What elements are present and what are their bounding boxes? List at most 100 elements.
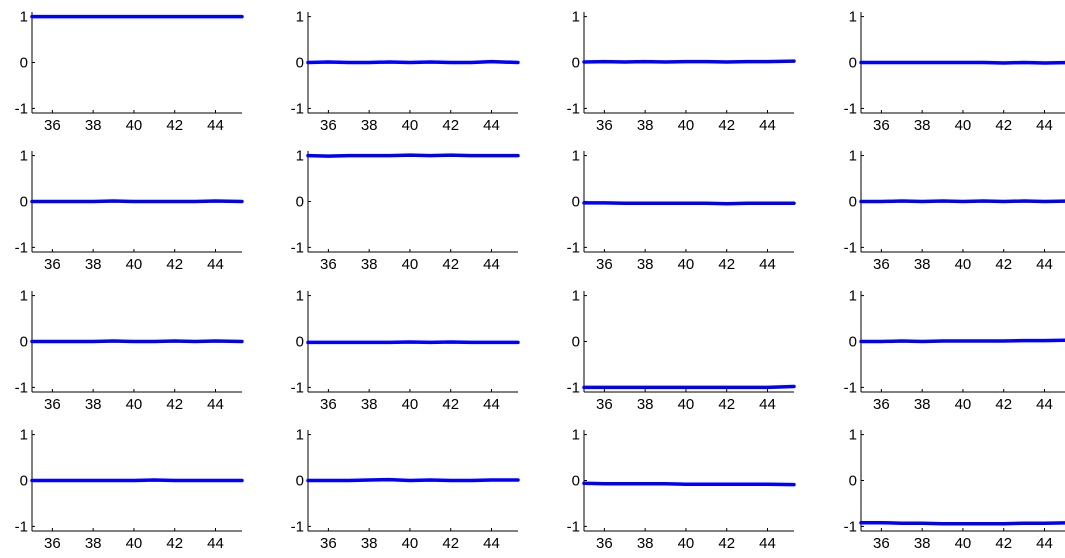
x-tick-label: 42 bbox=[718, 535, 735, 552]
x-tick-label: 38 bbox=[85, 396, 102, 413]
panel-4-3: -1 0 1 36 38 40 42 44 bbox=[567, 427, 796, 552]
y-tick-label: 0 bbox=[20, 473, 28, 490]
series-line bbox=[30, 478, 244, 483]
panel-3-1: -1 0 1 36 38 40 42 44 bbox=[15, 288, 244, 413]
x-tick-label: 38 bbox=[637, 396, 654, 413]
x-tick-label: 42 bbox=[166, 396, 183, 413]
series-line bbox=[30, 199, 244, 204]
x-tick-label: 44 bbox=[759, 396, 776, 413]
x-tick-label: 38 bbox=[914, 535, 931, 552]
x-tick-label: 40 bbox=[126, 396, 143, 413]
x-tick-label: 42 bbox=[442, 117, 459, 134]
x-tick-label: 42 bbox=[718, 256, 735, 273]
y-tick-label: -1 bbox=[15, 239, 28, 256]
x-tick-label: 44 bbox=[207, 535, 224, 552]
x-tick-label: 40 bbox=[955, 117, 972, 134]
x-tick-label: 40 bbox=[678, 117, 695, 134]
y-tick-label: 1 bbox=[849, 288, 857, 305]
x-tick-label: 38 bbox=[637, 117, 654, 134]
x-tick-label: 40 bbox=[955, 535, 972, 552]
y-tick-label: 0 bbox=[296, 473, 304, 490]
y-tick-label: -1 bbox=[844, 379, 857, 396]
y-tick-label: 0 bbox=[296, 55, 304, 72]
x-tick-label: 42 bbox=[995, 256, 1012, 273]
x-tick-label: 44 bbox=[483, 535, 500, 552]
y-tick-label: -1 bbox=[291, 518, 304, 535]
panel-4-4: -1 0 1 36 38 40 42 44 bbox=[844, 427, 1065, 552]
x-tick-label: 44 bbox=[1036, 117, 1053, 134]
series-line bbox=[30, 339, 244, 344]
x-tick-label: 38 bbox=[361, 396, 378, 413]
y-tick-label: -1 bbox=[291, 100, 304, 117]
series-line bbox=[582, 59, 796, 64]
panel-1-3: -1 0 1 36 38 40 42 44 bbox=[567, 9, 796, 134]
x-tick-label: 36 bbox=[873, 535, 890, 552]
x-tick-label: 44 bbox=[207, 396, 224, 413]
y-tick-label: 0 bbox=[849, 55, 857, 72]
x-tick-label: 42 bbox=[995, 535, 1012, 552]
x-tick-label: 36 bbox=[873, 256, 890, 273]
x-tick-label: 42 bbox=[442, 256, 459, 273]
x-tick-label: 40 bbox=[402, 535, 419, 552]
y-tick-label: 0 bbox=[20, 334, 28, 351]
y-tick-label: -1 bbox=[291, 379, 304, 396]
x-tick-label: 44 bbox=[207, 117, 224, 134]
panel-2-1: -1 0 1 36 38 40 42 44 bbox=[15, 148, 244, 273]
x-tick-label: 40 bbox=[955, 396, 972, 413]
y-tick-label: 0 bbox=[572, 55, 580, 72]
panel-3-4: -1 0 1 36 38 40 42 44 bbox=[844, 288, 1065, 413]
x-tick-label: 36 bbox=[44, 117, 61, 134]
series-line bbox=[859, 520, 1065, 526]
y-tick-label: 1 bbox=[20, 148, 28, 165]
panel-4-2: -1 0 1 36 38 40 42 44 bbox=[291, 427, 520, 552]
x-tick-label: 42 bbox=[718, 117, 735, 134]
panel-2-2: -1 0 1 36 38 40 42 44 bbox=[291, 148, 520, 273]
y-tick-label: 0 bbox=[296, 334, 304, 351]
panel-1-1: -1 0 1 36 38 40 42 44 bbox=[15, 9, 244, 134]
x-tick-label: 42 bbox=[995, 396, 1012, 413]
y-tick-label: -1 bbox=[567, 100, 580, 117]
x-tick-label: 36 bbox=[596, 535, 613, 552]
x-tick-label: 36 bbox=[44, 535, 61, 552]
panel-3-3: -1 0 1 36 38 40 42 44 bbox=[567, 288, 796, 413]
series-line bbox=[859, 338, 1065, 344]
y-tick-label: -1 bbox=[567, 518, 580, 535]
y-tick-label: -1 bbox=[844, 518, 857, 535]
x-tick-label: 38 bbox=[361, 256, 378, 273]
y-tick-label: 1 bbox=[572, 9, 580, 26]
y-tick-label: 1 bbox=[849, 427, 857, 444]
x-tick-label: 42 bbox=[995, 117, 1012, 134]
y-tick-label: 0 bbox=[20, 55, 28, 72]
series-line bbox=[306, 477, 520, 483]
x-tick-label: 36 bbox=[320, 396, 337, 413]
x-tick-label: 44 bbox=[759, 256, 776, 273]
panel-2-3: -1 0 1 36 38 40 42 44 bbox=[567, 148, 796, 273]
y-tick-label: -1 bbox=[15, 100, 28, 117]
y-tick-label: 1 bbox=[296, 148, 304, 165]
x-tick-label: 44 bbox=[483, 117, 500, 134]
x-tick-label: 36 bbox=[44, 396, 61, 413]
y-tick-label: 1 bbox=[572, 148, 580, 165]
x-tick-label: 38 bbox=[361, 535, 378, 552]
series-line bbox=[306, 153, 520, 158]
x-tick-label: 42 bbox=[166, 256, 183, 273]
x-tick-label: 36 bbox=[596, 117, 613, 134]
x-tick-label: 44 bbox=[759, 117, 776, 134]
y-tick-label: 1 bbox=[20, 427, 28, 444]
x-tick-label: 38 bbox=[637, 256, 654, 273]
x-tick-label: 40 bbox=[678, 256, 695, 273]
x-tick-label: 36 bbox=[873, 117, 890, 134]
panel-3-2: -1 0 1 36 38 40 42 44 bbox=[291, 288, 520, 413]
x-tick-label: 36 bbox=[596, 256, 613, 273]
x-tick-label: 40 bbox=[678, 396, 695, 413]
y-tick-label: 0 bbox=[20, 194, 28, 211]
y-tick-label: -1 bbox=[291, 239, 304, 256]
series-line bbox=[582, 481, 796, 487]
series-line bbox=[582, 201, 796, 206]
x-tick-label: 44 bbox=[759, 535, 776, 552]
x-tick-label: 42 bbox=[166, 117, 183, 134]
y-tick-label: 1 bbox=[296, 9, 304, 26]
y-tick-label: 1 bbox=[20, 288, 28, 305]
x-tick-label: 36 bbox=[320, 117, 337, 134]
